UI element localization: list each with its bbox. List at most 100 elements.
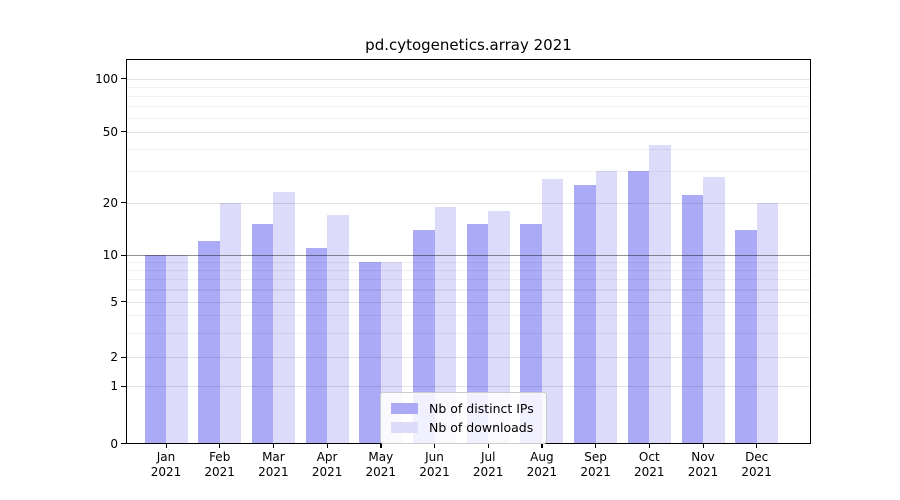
x-tick-label: Feb 2021 xyxy=(190,450,250,480)
y-tick-label: 100 xyxy=(95,71,118,86)
x-tick-mark xyxy=(219,443,221,448)
minor-gridline xyxy=(126,262,811,264)
bar-distinct-ips xyxy=(466,224,489,444)
x-tick-month: Sep xyxy=(584,450,607,464)
bar-downloads xyxy=(703,176,725,444)
minor-gridline xyxy=(126,289,811,291)
x-tick-mark xyxy=(487,443,489,448)
x-tick-mark xyxy=(326,443,328,448)
bar-downloads xyxy=(434,206,456,444)
major-gridline xyxy=(126,386,811,388)
bar-downloads xyxy=(649,145,671,444)
x-tick-year: 2021 xyxy=(311,465,343,479)
y-tick-mark xyxy=(120,254,126,256)
x-tick-month: Aug xyxy=(530,450,554,464)
x-tick-month: Dec xyxy=(745,450,769,464)
y-tick-mark xyxy=(120,356,126,359)
major-gridline xyxy=(126,255,811,257)
x-tick-year: 2021 xyxy=(580,465,611,479)
bar-downloads xyxy=(541,179,564,444)
x-tick-mark xyxy=(648,443,651,448)
chart-title: pd.cytogenetics.array 2021 xyxy=(365,36,572,54)
y-tick-label: 5 xyxy=(110,294,118,309)
y-tick-label: 20 xyxy=(102,195,118,210)
x-tick-month: Nov xyxy=(691,450,715,464)
major-gridline xyxy=(126,357,811,359)
minor-gridline xyxy=(126,315,811,317)
bar-distinct-ips xyxy=(735,229,757,444)
bar-distinct-ips xyxy=(359,262,381,444)
x-tick-label: Jan 2021 xyxy=(136,450,196,480)
minor-gridline xyxy=(126,117,811,119)
y-tick-label: 1 xyxy=(110,379,118,393)
legend-entry: Nb of distinct IPs xyxy=(391,399,534,418)
bar-downloads xyxy=(166,255,188,444)
x-tick-year: 2021 xyxy=(634,465,665,479)
x-tick-year: 2021 xyxy=(741,465,772,479)
bar-distinct-ips xyxy=(627,171,650,444)
bar-downloads xyxy=(756,202,779,444)
minor-gridline xyxy=(126,279,811,281)
major-gridline xyxy=(126,78,811,80)
minor-gridline xyxy=(126,171,811,173)
bar-distinct-ips xyxy=(520,224,542,444)
bar-distinct-ips xyxy=(574,185,596,444)
major-gridline xyxy=(126,202,811,204)
x-tick-label: Mar 2021 xyxy=(243,450,303,480)
y-tick-mark xyxy=(120,443,126,445)
x-tick-label: Jul 2021 xyxy=(458,450,518,480)
x-tick-month: Oct xyxy=(638,450,660,464)
x-tick-year: 2021 xyxy=(472,465,504,479)
bar-downloads xyxy=(273,191,295,444)
y-tick-mark xyxy=(120,301,126,303)
bar-distinct-ips xyxy=(144,255,166,444)
bar-downloads xyxy=(595,171,618,444)
bar-downloads xyxy=(219,202,242,444)
x-tick-year: 2021 xyxy=(365,465,397,479)
x-tick-year: 2021 xyxy=(204,465,235,479)
legend-entry-label: Nb of distinct IPs xyxy=(429,401,534,416)
major-gridline xyxy=(126,301,811,303)
x-tick-label: Nov 2021 xyxy=(673,450,733,480)
y-tick-label: 0 xyxy=(110,436,118,451)
bar-downloads xyxy=(327,214,349,444)
x-tick-label: Aug 2021 xyxy=(512,450,572,480)
bar-distinct-ips xyxy=(413,229,435,444)
x-tick-year: 2021 xyxy=(419,465,450,479)
bar-downloads xyxy=(488,210,510,444)
x-tick-month: May xyxy=(368,450,394,464)
plot-area xyxy=(126,59,811,444)
major-gridline xyxy=(126,131,811,133)
bar-distinct-ips xyxy=(305,247,328,444)
y-tick-mark xyxy=(120,202,126,204)
x-tick-year: 2021 xyxy=(150,465,182,479)
x-tick-mark xyxy=(272,443,275,448)
bar-distinct-ips xyxy=(198,241,220,444)
reference-line xyxy=(126,255,811,257)
x-tick-mark xyxy=(541,443,543,448)
legend-color-swatch xyxy=(391,422,418,433)
x-tick-label: Jun 2021 xyxy=(405,450,465,480)
y-tick-mark xyxy=(120,131,126,133)
x-tick-month: Mar xyxy=(262,450,285,464)
minor-gridline xyxy=(126,148,811,151)
x-tick-mark xyxy=(434,443,436,448)
minor-gridline xyxy=(126,86,811,88)
y-tick-mark xyxy=(120,385,126,387)
x-tick-year: 2021 xyxy=(526,465,558,479)
x-tick-label: May 2021 xyxy=(351,450,411,480)
x-tick-label: Dec 2021 xyxy=(727,450,787,480)
x-tick-month: Jul xyxy=(480,450,496,464)
legend-entry: Nb of downloads xyxy=(391,418,534,437)
x-tick-mark xyxy=(756,443,758,448)
minor-gridline xyxy=(126,332,811,334)
x-tick-month: Feb xyxy=(209,450,231,464)
minor-gridline xyxy=(126,270,811,272)
y-tick-label: 2 xyxy=(110,350,118,365)
y-tick-label: 10 xyxy=(102,248,118,262)
x-tick-month: Jan xyxy=(156,450,176,464)
x-tick-month: Apr xyxy=(316,450,338,464)
x-tick-mark xyxy=(380,443,382,448)
x-tick-label: Sep 2021 xyxy=(566,450,626,480)
minor-gridline xyxy=(126,95,811,97)
